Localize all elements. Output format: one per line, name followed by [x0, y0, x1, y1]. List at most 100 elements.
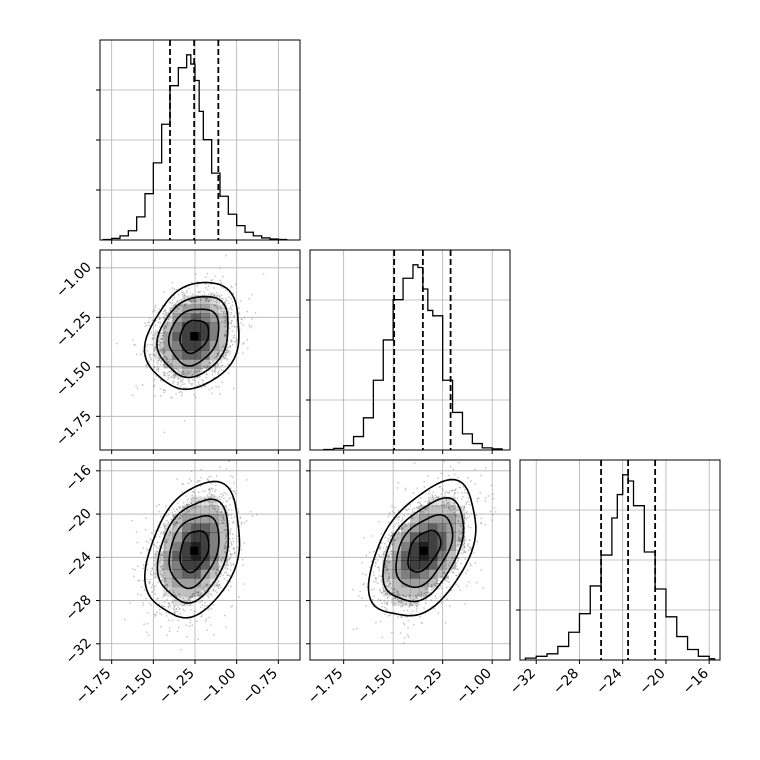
sample-point — [186, 601, 188, 603]
sample-point — [208, 365, 210, 368]
sample-point — [159, 347, 161, 350]
sample-point — [216, 362, 219, 365]
sample-point — [223, 346, 226, 349]
sample-point — [222, 521, 224, 524]
sample-point — [370, 535, 373, 537]
sample-point — [185, 292, 188, 294]
sample-point — [155, 330, 157, 332]
sample-point — [217, 585, 219, 588]
sample-point — [198, 595, 201, 598]
sample-point — [153, 349, 156, 351]
sample-point — [225, 560, 228, 562]
density-cell — [455, 523, 465, 534]
density-cell — [200, 578, 210, 588]
sample-point — [383, 560, 385, 562]
density-cell — [410, 578, 420, 588]
sample-point — [159, 535, 161, 538]
sample-point — [454, 501, 456, 503]
sample-point — [401, 605, 404, 608]
sample-point — [401, 527, 404, 529]
sample-point — [173, 288, 176, 291]
sample-point — [173, 591, 175, 594]
sample-point — [231, 325, 233, 327]
sample-point — [162, 329, 164, 331]
sample-point — [153, 367, 155, 369]
sample-point — [225, 298, 227, 300]
sample-point — [230, 475, 232, 477]
density-cell — [181, 596, 192, 606]
density-cell — [172, 350, 183, 360]
sample-point — [175, 508, 178, 510]
sample-point — [387, 515, 389, 518]
plot-area — [310, 460, 510, 660]
sample-point — [219, 586, 222, 589]
sample-point — [158, 316, 160, 318]
sample-point — [394, 603, 396, 605]
sample-point — [163, 580, 165, 583]
sample-point — [490, 484, 493, 487]
sample-point — [233, 547, 235, 549]
sample-point — [235, 538, 238, 540]
sample-point — [392, 539, 394, 541]
sample-point — [205, 300, 208, 302]
sample-point — [210, 503, 213, 506]
sample-point — [407, 513, 409, 516]
sample-point — [171, 302, 174, 304]
sample-point — [162, 347, 165, 350]
density-cell — [190, 532, 201, 543]
density-cell — [163, 550, 174, 561]
sample-point — [168, 603, 171, 606]
sample-point — [148, 324, 151, 327]
sample-point — [243, 542, 245, 544]
sample-point — [159, 562, 161, 565]
density-cell — [172, 368, 183, 378]
sample-point — [159, 570, 162, 572]
sample-point — [198, 505, 200, 508]
sample-point — [212, 589, 214, 591]
sample-point — [401, 526, 403, 529]
sample-point — [218, 569, 220, 572]
sample-point — [484, 467, 487, 469]
sample-point — [175, 288, 178, 291]
sample-point — [161, 605, 164, 607]
grid — [310, 250, 510, 450]
sample-point — [227, 520, 230, 523]
sample-point — [439, 580, 441, 582]
sample-point — [206, 366, 209, 369]
density-cell — [400, 523, 411, 534]
sample-point — [149, 538, 152, 540]
sample-point — [167, 311, 169, 314]
sample-point — [175, 374, 177, 377]
density-cell — [181, 523, 192, 534]
sample-point — [394, 507, 396, 509]
sample-point — [237, 511, 240, 513]
sample-point — [455, 565, 458, 567]
sample-point — [169, 627, 171, 629]
sample-point — [228, 550, 230, 552]
sample-point — [160, 559, 162, 561]
sample-point — [182, 597, 185, 600]
sample-point — [231, 308, 233, 311]
sample-point — [457, 559, 459, 562]
sample-point — [368, 551, 371, 554]
sample-point — [225, 312, 227, 315]
contour-level-1 — [179, 319, 210, 355]
sample-point — [230, 528, 232, 530]
sample-point — [228, 353, 231, 355]
sample-point — [214, 356, 216, 359]
sample-point — [456, 509, 458, 511]
sample-point — [162, 577, 164, 579]
x-tick-label: −24 — [593, 665, 625, 697]
sample-point — [221, 364, 224, 366]
sample-point — [154, 395, 156, 397]
sample-point — [162, 341, 165, 344]
sample-point — [215, 501, 217, 503]
sample-point — [384, 581, 386, 583]
sample-point — [233, 315, 235, 317]
sample-point — [205, 367, 207, 370]
sample-point — [230, 606, 232, 608]
sample-point — [213, 500, 215, 502]
sample-point — [222, 275, 224, 278]
density-cell — [163, 569, 174, 579]
